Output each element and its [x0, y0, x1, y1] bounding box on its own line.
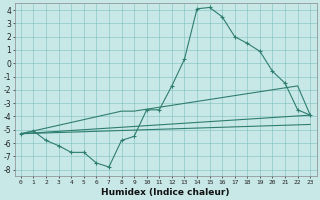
X-axis label: Humidex (Indice chaleur): Humidex (Indice chaleur) [101, 188, 230, 197]
